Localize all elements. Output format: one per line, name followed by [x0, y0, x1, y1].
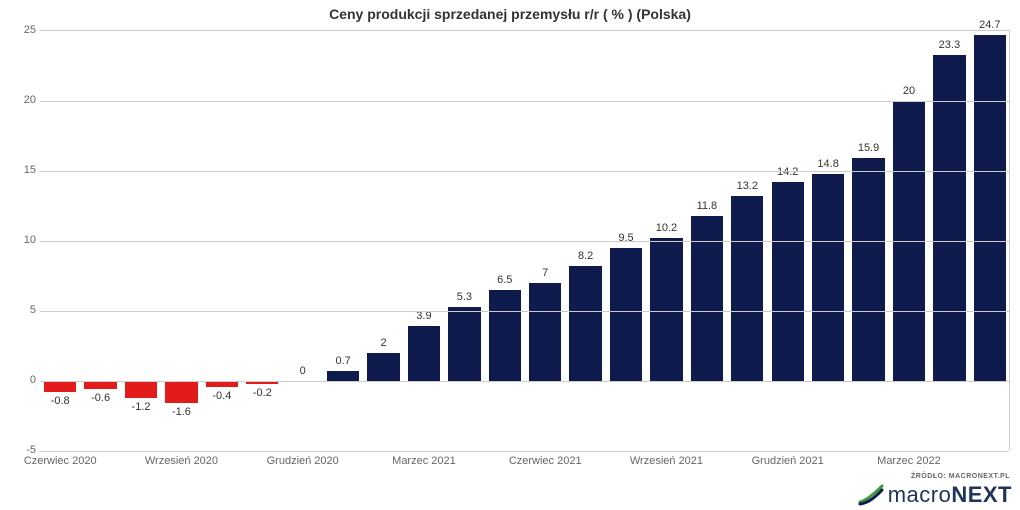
logo-swoosh-icon — [858, 484, 884, 506]
bar-value-label: 11.8 — [697, 200, 718, 212]
y-tick-label: 0 — [2, 374, 36, 386]
bar-value-label: 7 — [542, 267, 548, 279]
y-tick-label: 25 — [2, 24, 36, 36]
x-axis-label: Marzec 2022 — [877, 455, 941, 467]
bar-value-label: 9.5 — [618, 232, 633, 244]
bar-value-label: -0.6 — [91, 392, 110, 404]
bar — [772, 182, 804, 381]
x-axis-label: Wrzesień 2021 — [630, 455, 703, 467]
bar-value-label: 3.9 — [416, 310, 431, 322]
y-tick-label: 10 — [2, 234, 36, 246]
source-attribution: ŹRÓDŁO: MACRONEXT.PL — [911, 473, 1010, 480]
gridline — [40, 101, 1009, 102]
bar — [529, 283, 561, 381]
x-axis-label: Czerwiec 2020 — [24, 455, 97, 467]
bar — [852, 158, 884, 381]
bar-value-label: 23.3 — [939, 39, 960, 51]
y-tick-label: 15 — [2, 164, 36, 176]
bar-value-label: 10.2 — [656, 222, 677, 234]
bar — [84, 381, 116, 389]
bar-value-label: 0 — [300, 365, 306, 377]
bar — [974, 35, 1006, 381]
bar — [731, 196, 763, 381]
bar — [327, 371, 359, 381]
bar-value-label: 20 — [903, 85, 915, 97]
bar-value-label: -1.2 — [132, 401, 151, 413]
y-tick-label: 20 — [2, 94, 36, 106]
bar-value-label: 2 — [380, 337, 386, 349]
bar-value-label: 13.2 — [737, 180, 758, 192]
bar-value-label: 24.7 — [979, 19, 1000, 31]
bar — [489, 290, 521, 381]
bar-value-label: 14.8 — [817, 158, 838, 170]
bar-value-label: -0.4 — [212, 390, 231, 402]
gridline — [40, 451, 1009, 452]
chart-title: Ceny produkcji sprzedanej przemysłu r/r … — [0, 6, 1020, 22]
x-axis-label: Marzec 2021 — [392, 455, 456, 467]
bar-value-label: -0.8 — [51, 395, 70, 407]
chart-plot-area: -0.8 -0.6 -1.2 -1.6 -0.4 -0.2 0 0.7 2 3.9 5.3 6.5 7 8… — [40, 30, 1010, 450]
logo-text-light: macro — [888, 482, 952, 507]
bar — [650, 238, 682, 381]
bar — [569, 266, 601, 381]
bar — [448, 307, 480, 381]
y-tick-label: 5 — [2, 304, 36, 316]
x-axis-label: Grudzień 2020 — [267, 455, 339, 467]
x-axis-label: Wrzesień 2020 — [145, 455, 218, 467]
bar — [610, 248, 642, 381]
bar — [165, 381, 197, 403]
x-axis-label: Grudzień 2021 — [752, 455, 824, 467]
bar-value-label: -0.2 — [253, 387, 272, 399]
bar-value-label: 15.9 — [858, 142, 879, 154]
bar-value-label: 14.2 — [777, 166, 798, 178]
bar-value-label: 6.5 — [497, 274, 512, 286]
bar — [408, 326, 440, 381]
bar — [367, 353, 399, 381]
bar — [125, 381, 157, 398]
bar-value-label: 0.7 — [335, 355, 350, 367]
logo-text: macroNEXT — [888, 482, 1012, 508]
logo-text-bold: NEXT — [951, 482, 1012, 507]
gridline — [40, 311, 1009, 312]
gridline — [40, 171, 1009, 172]
bar — [933, 55, 965, 381]
bar — [812, 174, 844, 381]
logo: macroNEXT — [858, 482, 1012, 508]
bar-value-label: -1.6 — [172, 406, 191, 418]
bar-value-label: 8.2 — [578, 250, 593, 262]
gridline — [40, 241, 1009, 242]
bar-value-label: 5.3 — [457, 291, 472, 303]
x-axis-label: Czerwiec 2021 — [509, 455, 582, 467]
gridline — [40, 381, 1009, 382]
bar — [44, 381, 76, 392]
